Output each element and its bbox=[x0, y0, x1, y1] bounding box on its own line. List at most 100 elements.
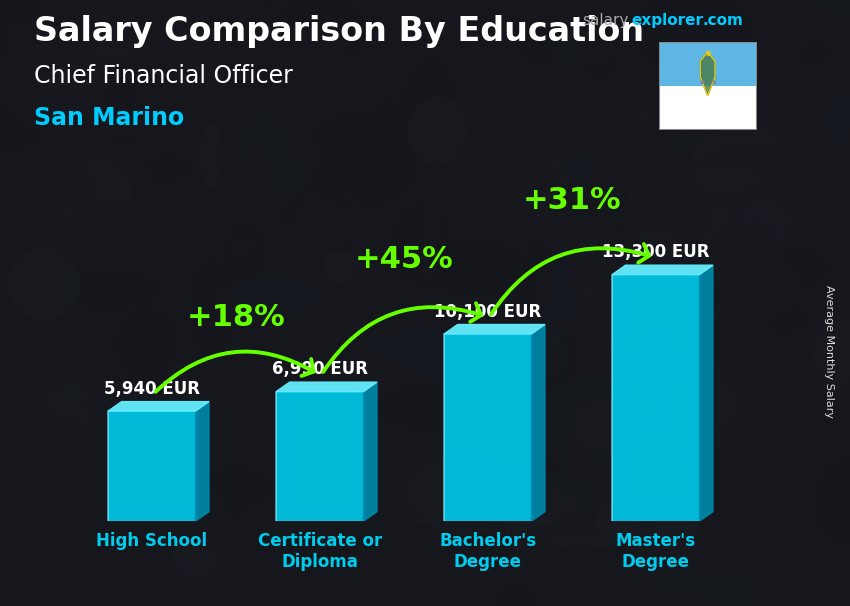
Ellipse shape bbox=[338, 561, 385, 606]
Ellipse shape bbox=[261, 99, 379, 131]
Ellipse shape bbox=[0, 526, 67, 560]
Text: San Marino: San Marino bbox=[34, 106, 184, 130]
Polygon shape bbox=[276, 382, 377, 391]
Text: 13,300 EUR: 13,300 EUR bbox=[602, 244, 710, 261]
Ellipse shape bbox=[784, 0, 850, 40]
Ellipse shape bbox=[690, 573, 792, 604]
Polygon shape bbox=[364, 382, 377, 521]
Ellipse shape bbox=[106, 70, 133, 169]
Ellipse shape bbox=[269, 221, 327, 276]
Ellipse shape bbox=[0, 29, 98, 127]
Ellipse shape bbox=[424, 168, 509, 205]
Ellipse shape bbox=[813, 315, 850, 397]
Ellipse shape bbox=[252, 501, 358, 571]
Ellipse shape bbox=[692, 126, 792, 199]
Ellipse shape bbox=[19, 373, 93, 456]
Ellipse shape bbox=[435, 0, 462, 36]
Polygon shape bbox=[445, 324, 545, 334]
Polygon shape bbox=[445, 334, 531, 521]
Ellipse shape bbox=[633, 170, 723, 254]
Ellipse shape bbox=[536, 377, 649, 474]
Ellipse shape bbox=[0, 32, 99, 132]
Ellipse shape bbox=[297, 184, 363, 248]
Ellipse shape bbox=[694, 165, 761, 193]
Ellipse shape bbox=[389, 390, 489, 431]
Text: .com: .com bbox=[702, 13, 743, 28]
Ellipse shape bbox=[170, 543, 219, 576]
Ellipse shape bbox=[626, 162, 730, 251]
Ellipse shape bbox=[739, 198, 792, 246]
Ellipse shape bbox=[246, 318, 320, 411]
Ellipse shape bbox=[168, 159, 264, 227]
Text: 5,940 EUR: 5,940 EUR bbox=[104, 380, 200, 398]
Polygon shape bbox=[108, 411, 196, 521]
Ellipse shape bbox=[528, 530, 633, 590]
Ellipse shape bbox=[191, 260, 233, 359]
Ellipse shape bbox=[632, 0, 751, 72]
Ellipse shape bbox=[200, 122, 223, 188]
Ellipse shape bbox=[0, 390, 96, 481]
Ellipse shape bbox=[816, 461, 850, 541]
Ellipse shape bbox=[218, 373, 311, 444]
Polygon shape bbox=[612, 275, 700, 521]
Ellipse shape bbox=[502, 149, 568, 219]
Text: 6,990 EUR: 6,990 EUR bbox=[272, 361, 368, 378]
Ellipse shape bbox=[242, 144, 269, 210]
Ellipse shape bbox=[672, 374, 717, 424]
Ellipse shape bbox=[586, 507, 615, 606]
Ellipse shape bbox=[638, 507, 700, 597]
Ellipse shape bbox=[611, 455, 634, 496]
Polygon shape bbox=[196, 402, 209, 521]
Ellipse shape bbox=[6, 18, 52, 92]
Ellipse shape bbox=[142, 157, 190, 179]
Ellipse shape bbox=[228, 225, 263, 283]
Text: salary: salary bbox=[582, 13, 629, 28]
Bar bbox=[659, 87, 756, 130]
Ellipse shape bbox=[581, 13, 619, 78]
Text: +45%: +45% bbox=[354, 245, 453, 274]
Ellipse shape bbox=[615, 510, 711, 573]
Ellipse shape bbox=[751, 247, 829, 290]
Ellipse shape bbox=[54, 141, 150, 206]
Ellipse shape bbox=[705, 382, 742, 446]
Ellipse shape bbox=[672, 439, 715, 502]
Ellipse shape bbox=[202, 468, 269, 516]
Ellipse shape bbox=[513, 311, 562, 358]
Text: Salary Comparison By Education: Salary Comparison By Education bbox=[34, 15, 644, 48]
Ellipse shape bbox=[483, 0, 566, 32]
Ellipse shape bbox=[573, 397, 649, 455]
Ellipse shape bbox=[773, 67, 850, 124]
Ellipse shape bbox=[368, 328, 479, 376]
Ellipse shape bbox=[774, 124, 849, 193]
Ellipse shape bbox=[687, 244, 801, 327]
Ellipse shape bbox=[504, 475, 593, 526]
Ellipse shape bbox=[656, 152, 703, 219]
Ellipse shape bbox=[601, 102, 649, 136]
Text: Chief Financial Officer: Chief Financial Officer bbox=[34, 64, 293, 88]
Ellipse shape bbox=[323, 250, 359, 284]
Ellipse shape bbox=[790, 202, 832, 276]
Ellipse shape bbox=[407, 96, 467, 166]
Text: ▪: ▪ bbox=[711, 79, 716, 85]
Ellipse shape bbox=[419, 190, 441, 281]
Ellipse shape bbox=[251, 0, 367, 37]
Text: Average Monthly Salary: Average Monthly Salary bbox=[824, 285, 834, 418]
Text: 10,100 EUR: 10,100 EUR bbox=[434, 303, 541, 321]
Ellipse shape bbox=[649, 345, 676, 442]
Ellipse shape bbox=[431, 538, 529, 594]
Ellipse shape bbox=[283, 182, 354, 271]
Ellipse shape bbox=[406, 453, 524, 535]
Ellipse shape bbox=[488, 61, 588, 95]
Ellipse shape bbox=[656, 273, 685, 336]
Ellipse shape bbox=[524, 238, 553, 325]
Ellipse shape bbox=[462, 485, 581, 524]
Ellipse shape bbox=[340, 356, 406, 399]
Ellipse shape bbox=[635, 68, 741, 162]
Text: explorer: explorer bbox=[632, 13, 704, 28]
Ellipse shape bbox=[60, 158, 133, 240]
Ellipse shape bbox=[66, 169, 94, 215]
Text: +31%: +31% bbox=[523, 186, 621, 215]
Ellipse shape bbox=[303, 113, 417, 207]
Ellipse shape bbox=[7, 248, 81, 319]
Ellipse shape bbox=[526, 465, 638, 550]
